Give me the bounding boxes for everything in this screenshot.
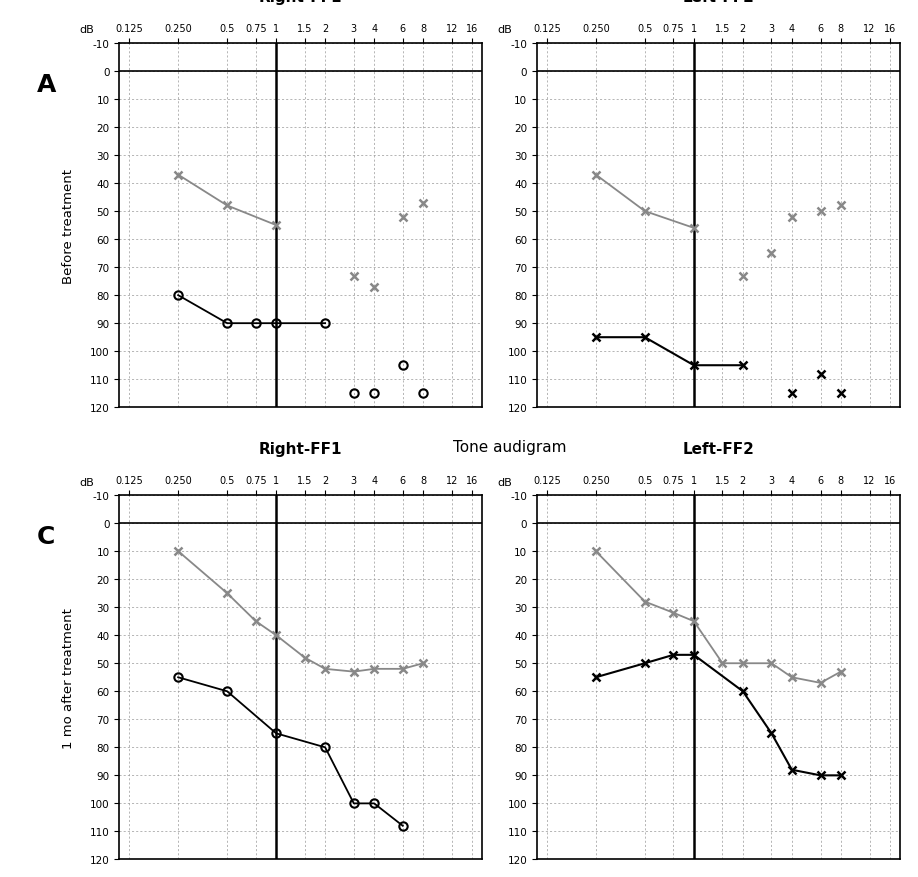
Text: dB: dB [79,477,94,487]
Text: dB: dB [497,25,511,35]
Text: Before treatment: Before treatment [62,168,75,283]
Text: dB: dB [79,25,94,35]
Title: Right-FF1: Right-FF1 [259,0,342,5]
Text: dB: dB [497,477,511,487]
Text: 1 mo after treatment: 1 mo after treatment [62,607,75,748]
Title: Right-FF1: Right-FF1 [259,442,342,457]
Text: Tone audigram: Tone audigram [453,439,566,455]
Text: A: A [37,73,56,97]
Title: Left-FF2: Left-FF2 [682,442,755,457]
Title: Left-FF2: Left-FF2 [682,0,755,5]
Text: C: C [37,524,55,549]
